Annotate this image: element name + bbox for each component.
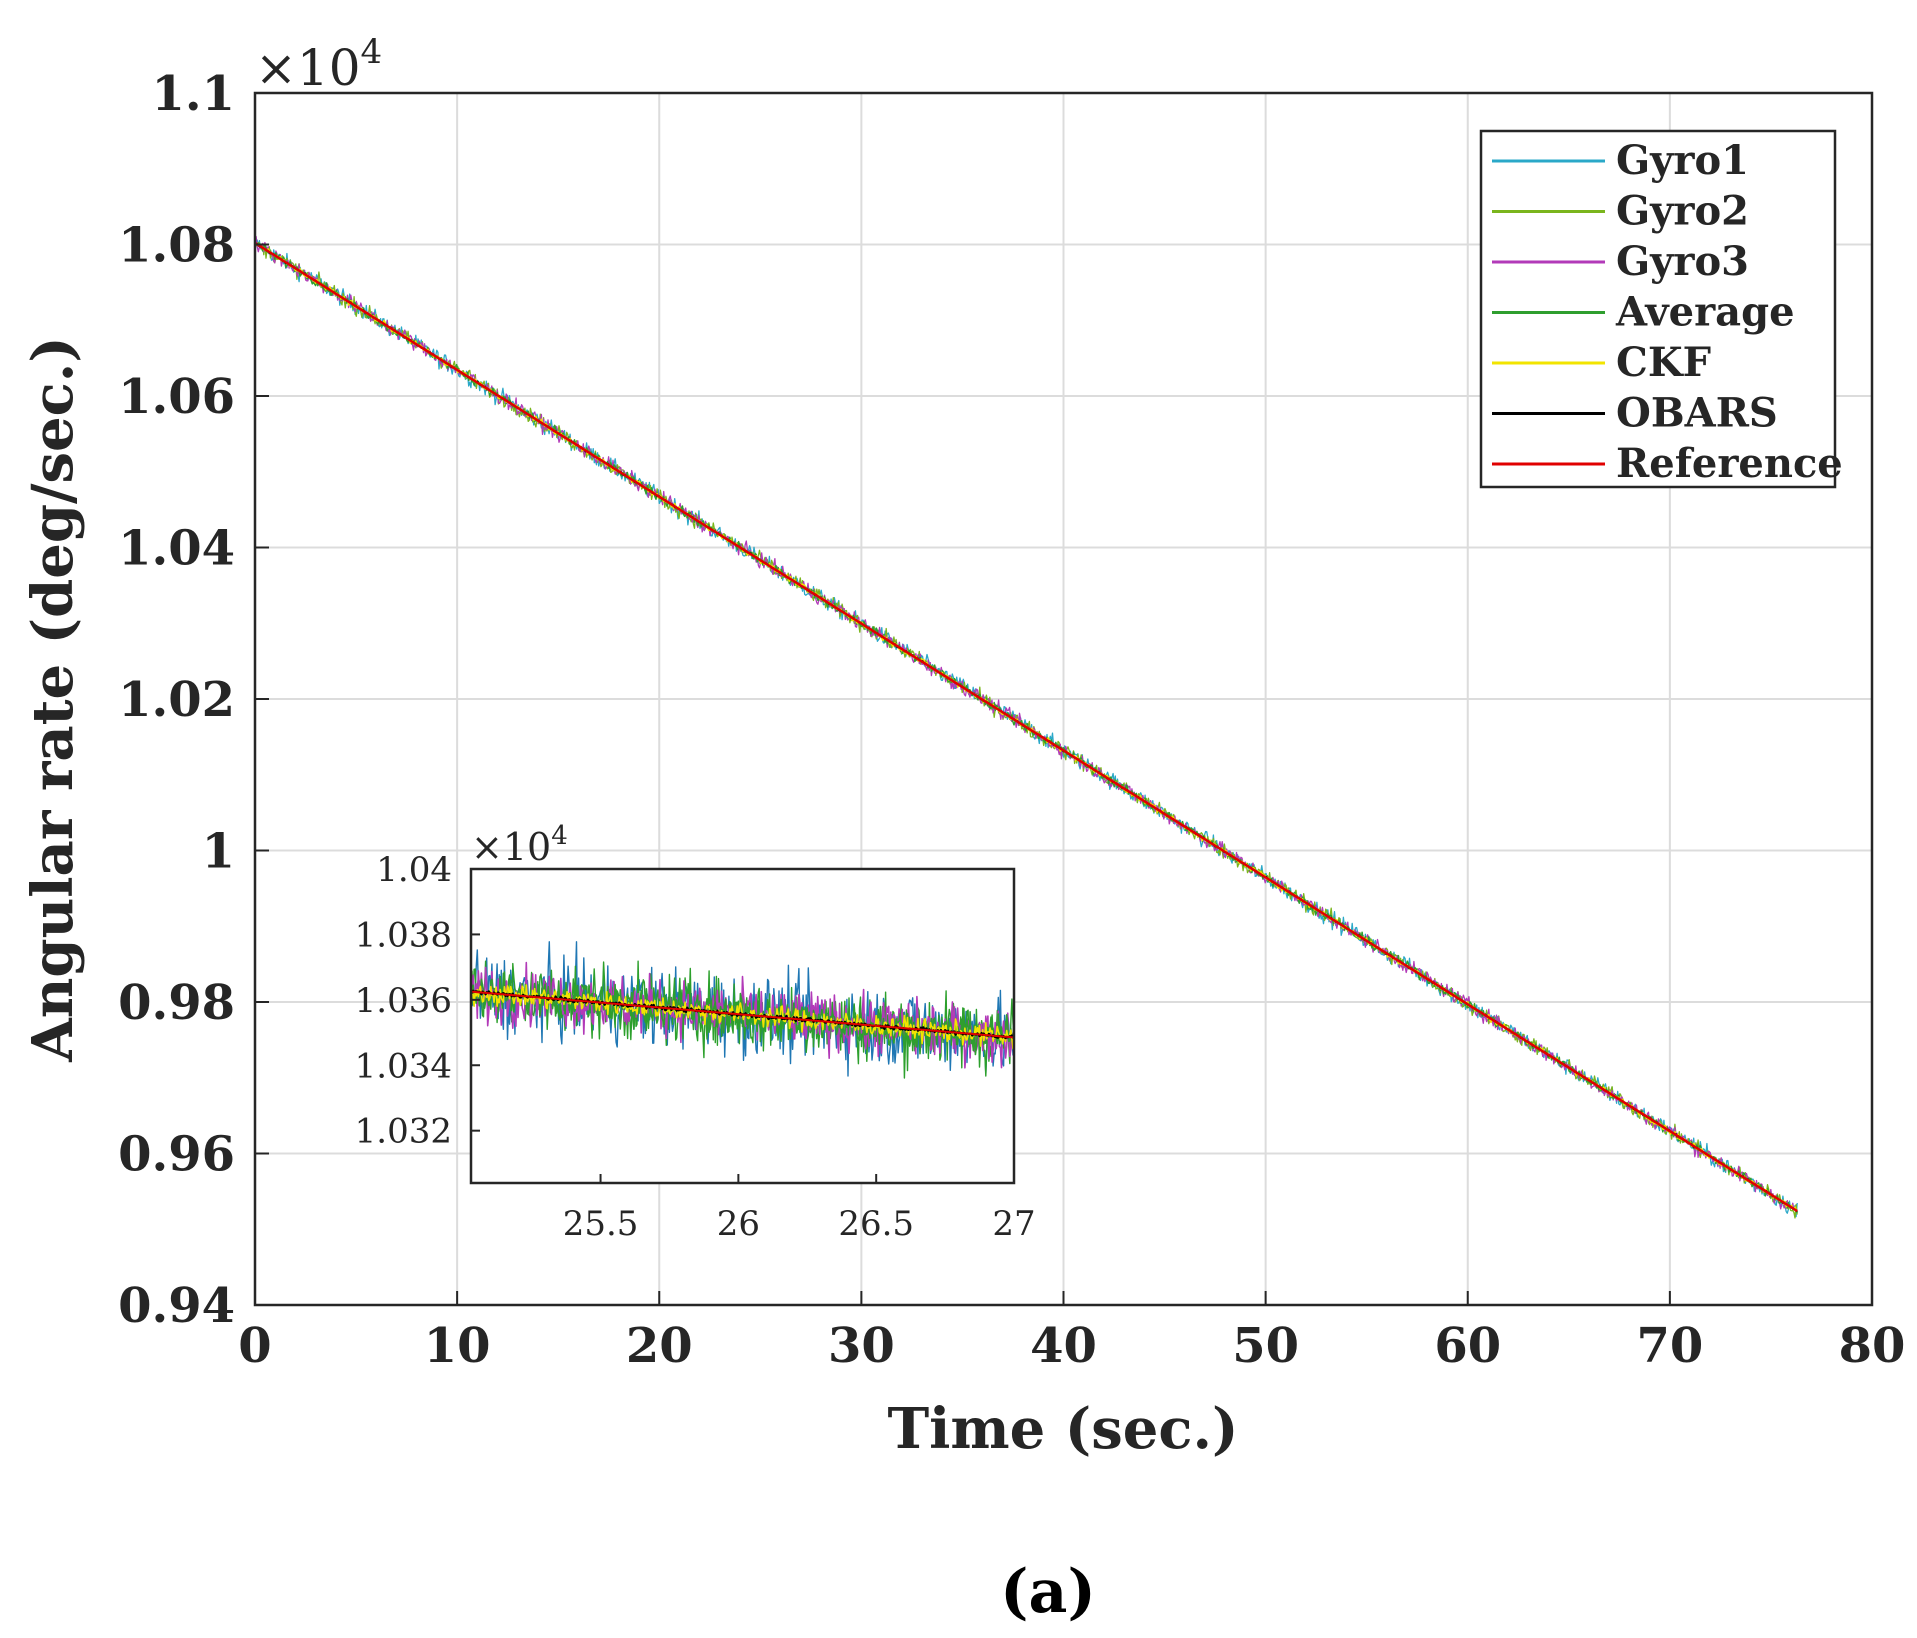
main-y-tick-label: 1.08 bbox=[118, 218, 235, 274]
inset-plot-frame bbox=[469, 867, 1016, 1185]
main-y-exponent: ×104 bbox=[255, 32, 382, 97]
inset-y-exponent-base: ×10 bbox=[471, 825, 551, 869]
main-series-group bbox=[254, 235, 1798, 1219]
inset-x-tick-label: 25.5 bbox=[563, 1204, 639, 1244]
main-y-tick-label: 1.06 bbox=[118, 369, 235, 425]
y-axis-title: Angular rate (deg/sec.) bbox=[20, 336, 86, 1063]
inset-y-tick-label: 1.038 bbox=[355, 915, 452, 955]
main-y-tick-label: 1.04 bbox=[118, 521, 235, 577]
inset-y-tick-label: 1.032 bbox=[355, 1112, 452, 1152]
inset-tick-labels: 25.5 26 26.5 27 1.032 1.034 1.036 1.038 1.04 bbox=[355, 850, 1036, 1244]
main-y-tick-label: 0.94 bbox=[118, 1278, 235, 1334]
legend-label-ckf: CKF bbox=[1616, 339, 1711, 386]
main-y-tick-label: 0.96 bbox=[118, 1127, 235, 1183]
inset-series-group bbox=[470, 941, 1015, 1079]
inset-y-exponent-power: 4 bbox=[551, 821, 568, 851]
inset-y-tick-label: 1.036 bbox=[355, 981, 452, 1021]
inset-x-tick-label: 27 bbox=[992, 1204, 1035, 1244]
main-y-tick-label: 1 bbox=[202, 824, 235, 880]
main-x-tick-label: 20 bbox=[626, 1318, 693, 1374]
legend-box bbox=[1479, 129, 1837, 489]
main-x-tick-label: 80 bbox=[1839, 1318, 1906, 1374]
inset-y-tick-label: 1.034 bbox=[355, 1046, 452, 1086]
main-y-tick-label: 1.02 bbox=[118, 672, 235, 728]
main-y-exponent-base: ×10 bbox=[255, 39, 361, 97]
main-series-reference bbox=[254, 241, 1798, 1213]
figure-label: (a) bbox=[1000, 1557, 1096, 1627]
legend-label-gyro1: Gyro1 bbox=[1616, 137, 1749, 184]
x-axis-title: Time (sec.) bbox=[887, 1396, 1238, 1462]
main-x-tick-label: 50 bbox=[1232, 1318, 1299, 1374]
main-tick-labels: 0 10 20 30 40 50 60 70 80 0.94 0.96 0.98 1 1.02 1.04 1.… bbox=[118, 66, 1905, 1374]
legend-label-gyro3: Gyro3 bbox=[1616, 238, 1749, 285]
legend-label-average: Average bbox=[1615, 289, 1795, 336]
main-x-tick-label: 30 bbox=[828, 1318, 895, 1374]
main-y-tick-label: 0.98 bbox=[118, 975, 235, 1031]
main-x-tick-label: 0 bbox=[238, 1318, 271, 1374]
legend-label-reference: Reference bbox=[1616, 440, 1843, 487]
main-x-tick-label: 60 bbox=[1434, 1318, 1501, 1374]
main-y-exponent-power: 4 bbox=[361, 32, 383, 72]
legend-label-gyro2: Gyro2 bbox=[1616, 188, 1749, 235]
inset-x-tick-label: 26.5 bbox=[838, 1204, 914, 1244]
inset-y-exponent: ×104 bbox=[471, 821, 568, 869]
inset-y-tick-label: 1.04 bbox=[376, 850, 452, 890]
main-y-tick-label: 1.1 bbox=[151, 66, 235, 122]
inset-series-reference bbox=[471, 990, 1014, 1039]
inset-x-tick-label: 26 bbox=[717, 1204, 760, 1244]
main-x-tick-label: 40 bbox=[1030, 1318, 1097, 1374]
main-x-tick-label: 10 bbox=[424, 1318, 491, 1374]
main-x-tick-label: 70 bbox=[1636, 1318, 1703, 1374]
legend-label-obars: OBARS bbox=[1616, 390, 1778, 437]
